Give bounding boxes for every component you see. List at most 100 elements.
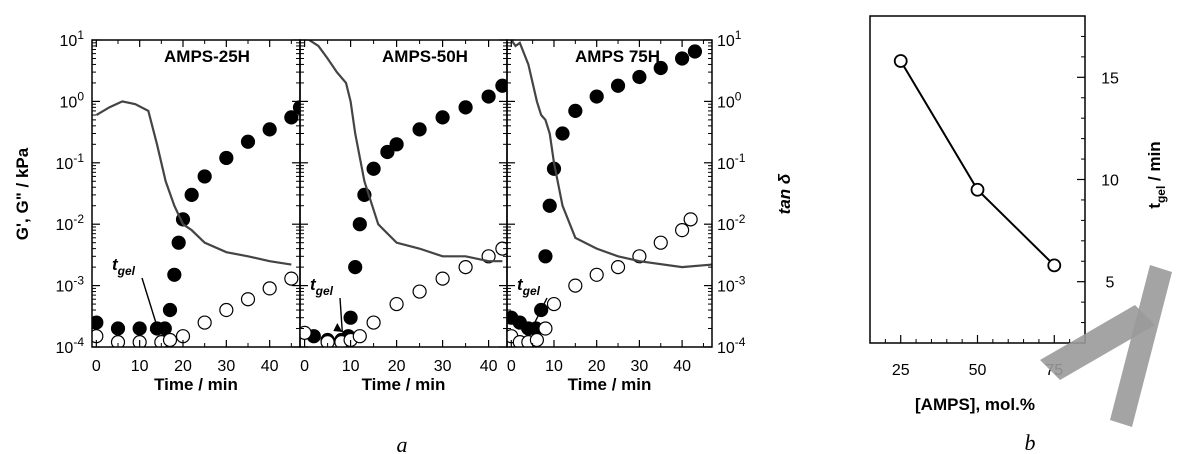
storage-modulus-point: [380, 144, 395, 160]
storage-modulus-point: [132, 321, 147, 336]
left-y-tick-label: 101: [60, 28, 85, 50]
subplot-frame: [506, 39, 713, 348]
storage-modulus-point: [184, 187, 199, 203]
storage-modulus-point: [555, 126, 570, 141]
storage-modulus-point: [687, 44, 703, 59]
storage-modulus-point: [284, 110, 299, 125]
left-y-tick-label: 100: [60, 89, 85, 111]
subplot-frame: [299, 39, 508, 348]
storage-modulus-point: [197, 169, 212, 184]
storage-modulus-point: [92, 315, 104, 330]
right-y-tick-label: 10-4: [717, 335, 746, 357]
subplot-title: AMPS 75H: [575, 47, 660, 66]
storage-modulus-point: [653, 60, 668, 76]
left-y-tick-label: 10-3: [56, 274, 85, 296]
x-axis-title: [AMPS], mol.%: [915, 395, 1035, 414]
storage-modulus-point: [675, 51, 690, 66]
storage-modulus-point: [167, 267, 182, 282]
x-axis-title: Time / min: [362, 375, 446, 394]
tgel-arrowhead: [333, 323, 343, 333]
x-tick-label: 0: [300, 358, 309, 375]
storage-modulus-point: [389, 137, 404, 152]
tgel-label: tgel: [517, 275, 541, 298]
loss-modulus-point: [589, 267, 604, 282]
tgel-arrow: [339, 297, 343, 333]
loss-modulus-point: [610, 260, 626, 275]
storage-modulus-point: [542, 198, 557, 213]
plot-area: [300, 40, 507, 347]
storage-modulus-point: [110, 321, 126, 336]
y-tick-label: 15: [1101, 70, 1119, 87]
x-tick-label: 20: [388, 358, 406, 375]
watermark-stroke: [1040, 305, 1155, 380]
right-y-tick-label: 100: [717, 89, 742, 111]
plot-area: [92, 100, 300, 347]
tan-delta-line: [308, 40, 503, 263]
watermark-stroke: [1110, 265, 1172, 427]
loss-modulus-point: [320, 335, 335, 347]
subplot-1: 0 10 20 30 40 Time / min AMPS-25H: [91, 39, 301, 394]
tgel-arrowhead: [149, 323, 159, 333]
subplot-3: 0 10 20 30 40 Time / min AMPS 75H: [506, 39, 713, 394]
x-tick-label: 30: [217, 358, 235, 375]
right-y-tick-label: 10-1: [717, 151, 746, 173]
x-tick-label: 10: [342, 358, 360, 375]
storage-modulus-point: [458, 100, 473, 115]
storage-modulus-point: [366, 161, 381, 176]
loss-modulus-point: [546, 296, 562, 312]
storage-modulus-point: [219, 150, 234, 166]
x-tick-label: 10: [545, 358, 563, 375]
storage-modulus-point: [171, 235, 186, 250]
storage-modulus-point: [481, 89, 496, 104]
plot-area: [507, 40, 712, 347]
storage-modulus-point: [610, 78, 626, 93]
x-axis-title: Time / min: [568, 375, 652, 394]
subplot-title: AMPS-25H: [164, 47, 250, 66]
tan-delta-line: [510, 40, 712, 269]
storage-modulus-point: [632, 69, 647, 85]
left-y-tick-label: 10-1: [56, 151, 85, 173]
gel-time-point: [970, 182, 985, 197]
x-tick-label: 20: [174, 358, 192, 375]
y-axis-title: tgel / min: [1145, 141, 1168, 208]
subplot-title: AMPS-50H: [382, 47, 468, 66]
x-tick-label: 25: [892, 362, 910, 379]
loss-modulus-point: [495, 241, 507, 256]
y-tick-label: 10: [1101, 173, 1119, 190]
x-tick-label: 40: [480, 358, 498, 375]
panel-label-b: b: [1025, 430, 1036, 454]
right-y-axis-title: tan δ: [775, 173, 794, 214]
right-y-tick-label: 10-2: [717, 212, 746, 234]
loss-modulus-point: [219, 302, 234, 318]
tgel-arrow: [141, 277, 160, 333]
loss-modulus-point: [568, 278, 583, 293]
tgel-label: tgel: [310, 275, 334, 298]
left-y-axis-title: G', G" / kPa: [13, 147, 32, 240]
right-y-tick-label: 101: [717, 28, 742, 50]
panel-label-a: a: [397, 432, 408, 454]
storage-modulus-point: [538, 249, 553, 264]
storage-modulus-point: [435, 110, 450, 125]
x-tick-label: 40: [673, 358, 691, 375]
x-tick-label: 30: [630, 358, 648, 375]
x-tick-label: 0: [507, 358, 516, 375]
panel-b: 25507551015[AMPS], mol.%b: [869, 15, 1119, 454]
right-y-tick-label: 10-3: [717, 274, 746, 296]
loss-modulus-point: [366, 315, 381, 330]
y-tick-label: 5: [1106, 275, 1115, 292]
left-y-tick-label: 10-2: [56, 212, 85, 234]
loss-modulus-point: [435, 271, 450, 286]
storage-modulus-point: [348, 260, 363, 275]
loss-modulus-point: [675, 223, 690, 238]
loss-modulus-point: [412, 284, 427, 299]
x-tick-label: 20: [588, 358, 606, 375]
loss-modulus-point: [240, 292, 256, 307]
x-tick-label: 30: [434, 358, 452, 375]
gel-time-line: [899, 60, 1055, 267]
storage-modulus-point: [589, 89, 604, 104]
loss-modulus-point: [262, 281, 277, 296]
tgel-arrow: [529, 297, 548, 333]
loss-modulus-point: [352, 329, 367, 344]
loss-modulus-point: [162, 332, 178, 347]
loss-modulus-point: [653, 235, 668, 250]
